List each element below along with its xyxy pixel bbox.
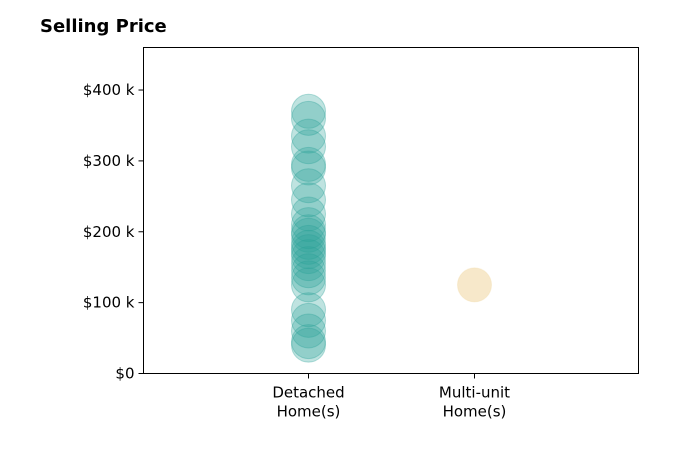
data-point-detached-22: [291, 313, 326, 349]
plot-frame: [143, 47, 639, 374]
data-point-detached-24: [291, 327, 326, 363]
x-axis: Detached Home(s) Multi-unit Home(s): [272, 373, 510, 421]
data-point-detached-3: [291, 129, 326, 165]
data-point-detached-9: [291, 207, 326, 243]
data-point-detached-13: [291, 229, 326, 265]
data-point-detached-1: [291, 100, 326, 136]
data-point-detached-18: [291, 260, 326, 296]
data-point-detached-7: [291, 182, 326, 218]
y-tick-label-1: $100 k: [83, 294, 135, 312]
data-point-detached-11: [291, 217, 326, 253]
data-point-detached-12: [291, 224, 326, 260]
y-tick-label-0: $0: [115, 365, 134, 383]
data-point-detached-19: [291, 267, 326, 303]
points-layer: [291, 93, 492, 363]
data-point-detached-0: [291, 93, 326, 129]
data-point-detached-21: [291, 302, 326, 338]
data-point-detached-8: [291, 196, 326, 232]
y-tick-label-3: $300 k: [83, 152, 135, 170]
chart-title: Selling Price: [40, 16, 167, 37]
data-point-detached-20: [291, 292, 326, 328]
data-point-detached-14: [291, 234, 326, 270]
data-point-detached-17: [291, 253, 326, 289]
y-tick-label-4: $400 k: [83, 81, 135, 99]
x-tick-label-1: Multi-unit Home(s): [439, 384, 510, 421]
data-point-detached-4: [291, 146, 326, 182]
data-point-multi-unit-0: [457, 267, 492, 303]
data-point-detached-2: [291, 118, 326, 154]
data-point-detached-23: [291, 324, 326, 360]
data-point-detached-6: [291, 168, 326, 204]
data-point-detached-10: [291, 214, 326, 250]
y-tick-label-2: $200 k: [83, 223, 135, 241]
y-axis: $0 $100 k $200 k $300 k $400 k: [83, 81, 144, 383]
data-point-detached-5: [291, 150, 326, 186]
data-point-detached-15: [291, 239, 326, 275]
data-point-detached-16: [291, 246, 326, 282]
x-tick-label-0: Detached Home(s): [272, 384, 344, 421]
